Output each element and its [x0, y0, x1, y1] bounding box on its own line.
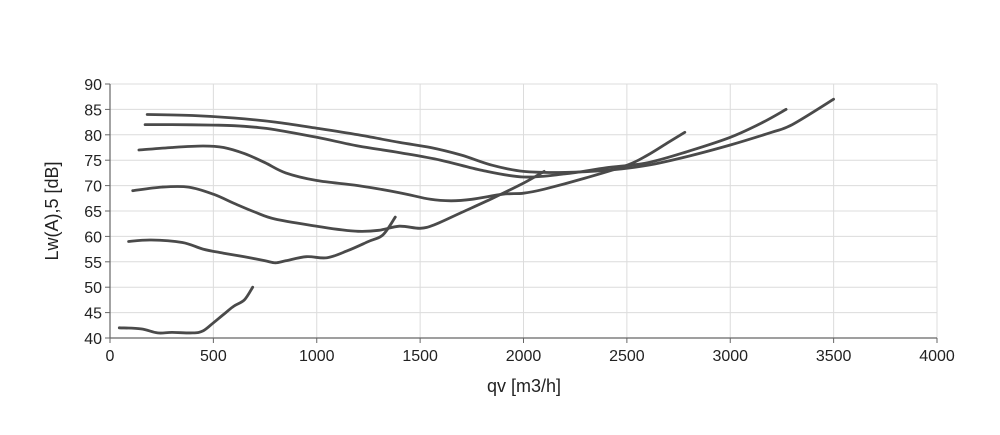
series-line-5 [127, 215, 397, 265]
y-tick-label: 70 [84, 179, 102, 196]
y-tick-label: 40 [84, 331, 102, 348]
y-tick-label: 50 [84, 280, 102, 297]
series-line-2 [143, 108, 788, 179]
y-axis-title: Lw(A),5 [dB] [42, 161, 62, 260]
y-tick-label: 60 [84, 229, 102, 246]
series-line-1 [145, 97, 835, 174]
gridlines [110, 83, 938, 338]
y-tick-label: 45 [84, 306, 102, 323]
x-tick-label: 3500 [816, 348, 852, 365]
y-tick-label: 80 [84, 128, 102, 145]
series-line-6 [117, 285, 255, 335]
series-line-3 [137, 130, 687, 203]
x-tick-label: 1000 [299, 348, 335, 365]
y-tick-label: 75 [84, 153, 102, 170]
series-line-4 [131, 170, 546, 233]
x-tick-label: 2500 [609, 348, 645, 365]
axes: 0 500 1000 1500 2000 2500 3000 3500 4000 40 45 50 55… [84, 77, 955, 365]
x-axis-title: qv [m3/h] [487, 376, 561, 396]
x-tick-label: 2000 [506, 348, 542, 365]
x-tick-label: 3000 [712, 348, 748, 365]
y-tick-label: 90 [84, 77, 102, 94]
y-tick-label: 65 [84, 204, 102, 221]
x-tick-label: 1500 [402, 348, 438, 365]
x-tick-label: 0 [106, 348, 115, 365]
y-tick-label: 55 [84, 255, 102, 272]
x-tick-label: 500 [200, 348, 227, 365]
y-tick-label: 85 [84, 102, 102, 119]
x-tick-label: 4000 [919, 348, 955, 365]
series-group [117, 97, 835, 335]
